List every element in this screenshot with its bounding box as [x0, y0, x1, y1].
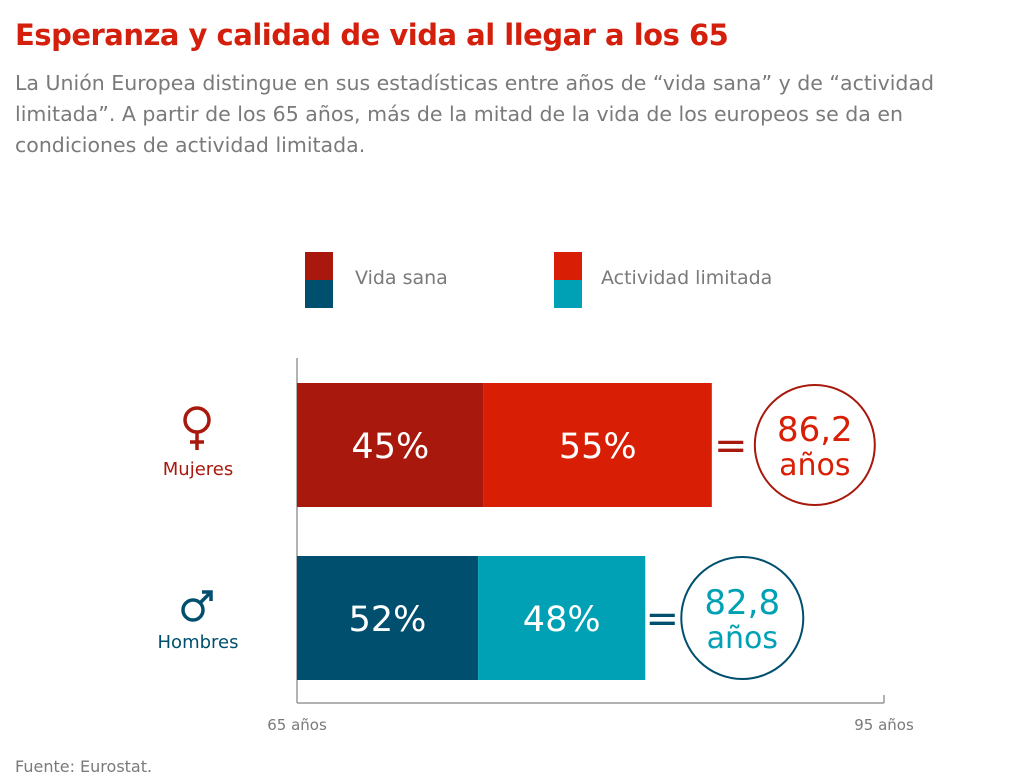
male-symbol-icon [181, 598, 205, 622]
bar-label-mujeres-actividad-limitada: 55% [559, 427, 637, 467]
total-unit-hombres: años [707, 621, 778, 656]
female-symbol-icon [183, 406, 211, 434]
bar-hombres-vida-sana [297, 556, 479, 680]
bar-mujeres-actividad-limitada [483, 383, 712, 507]
total-value-hombres: 82,8 [704, 583, 780, 623]
x-tick-label-start: 65 años [267, 716, 327, 734]
bar-label-hombres-actividad-limitada: 48% [523, 600, 601, 640]
male-symbol-icon-arrow-head [202, 590, 213, 601]
category-label-mujeres: Mujeres [163, 459, 233, 480]
legend-swatch-vida-sana-women [305, 252, 333, 280]
total-circle-hombres [680, 556, 805, 680]
legend-swatch-actividad-men [554, 280, 582, 308]
source-note: Fuente: Eurostat. [15, 757, 153, 776]
legend-label-vida-sana: Vida sana [355, 267, 448, 289]
bar-label-hombres-vida-sana: 52% [349, 600, 427, 640]
bar-mujeres-vida-sana [297, 383, 484, 507]
total-unit-mujeres: años [779, 448, 850, 483]
chart-title: Esperanza y calidad de vida al llegar a … [15, 18, 729, 52]
x-tick-label-end: 95 años [854, 716, 914, 734]
total-circle-mujeres [753, 384, 876, 506]
chart-subtitle: La Unión Europea distingue en sus estadí… [15, 71, 935, 157]
legend-swatch-actividad-women [554, 252, 582, 280]
legend-label-actividad-limitada: Actividad limitada [601, 267, 773, 289]
category-label-hombres: Hombres [158, 632, 239, 653]
total-value-mujeres: 86,2 [777, 410, 853, 450]
bar-hombres-actividad-limitada [478, 556, 646, 680]
equals-sign-mujeres: = [714, 423, 748, 469]
male-symbol-icon-arrow-shaft [198, 591, 212, 605]
bar-label-mujeres-vida-sana: 45% [351, 427, 429, 467]
equals-sign-hombres: = [646, 596, 680, 642]
legend-swatch-vida-sana-men [305, 280, 333, 308]
